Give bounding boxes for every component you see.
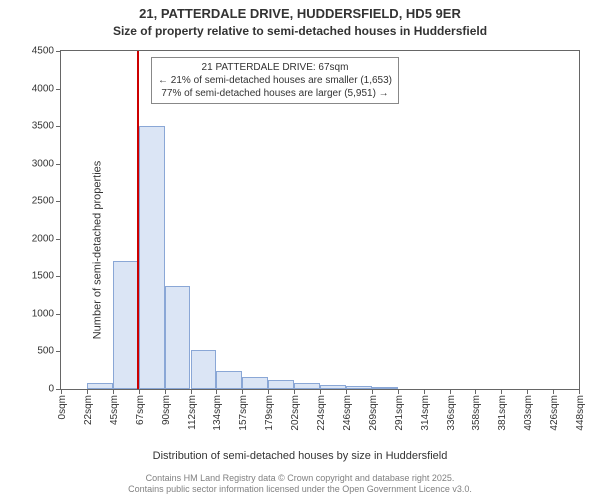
xtick-line bbox=[87, 389, 88, 394]
ytick-line bbox=[56, 239, 61, 240]
page-title: 21, PATTERDALE DRIVE, HUDDERSFIELD, HD5 … bbox=[0, 6, 600, 21]
bar bbox=[191, 350, 217, 389]
xtick-label: 246sqm bbox=[342, 395, 353, 431]
bar bbox=[346, 386, 372, 389]
ytick-label: 1500 bbox=[32, 271, 54, 282]
xtick-label: 0sqm bbox=[57, 395, 68, 419]
ytick-label: 4000 bbox=[32, 83, 54, 94]
xtick-label: 381sqm bbox=[497, 395, 508, 431]
xtick-label: 67sqm bbox=[135, 395, 146, 425]
bar bbox=[139, 126, 165, 389]
ytick-line bbox=[56, 276, 61, 277]
xtick-label: 179sqm bbox=[264, 395, 275, 431]
xtick-line bbox=[165, 389, 166, 394]
bar bbox=[216, 371, 242, 389]
xtick-label: 358sqm bbox=[471, 395, 482, 431]
xtick-line bbox=[475, 389, 476, 394]
page-subtitle: Size of property relative to semi-detach… bbox=[0, 24, 600, 38]
annotation-box: 21 PATTERDALE DRIVE: 67sqm ← 21% of semi… bbox=[151, 57, 399, 104]
ytick-line bbox=[56, 51, 61, 52]
xtick-label: 202sqm bbox=[290, 395, 301, 431]
xtick-line bbox=[527, 389, 528, 394]
xtick-label: 224sqm bbox=[316, 395, 327, 431]
xtick-label: 90sqm bbox=[161, 395, 172, 425]
ytick-line bbox=[56, 164, 61, 165]
bar bbox=[242, 377, 268, 389]
xtick-line bbox=[398, 389, 399, 394]
bar bbox=[294, 383, 320, 389]
bar bbox=[87, 383, 113, 389]
xtick-label: 112sqm bbox=[187, 395, 198, 430]
xtick-label: 314sqm bbox=[420, 395, 431, 431]
xtick-line bbox=[191, 389, 192, 394]
bar bbox=[113, 261, 139, 389]
ytick-line bbox=[56, 126, 61, 127]
xtick-label: 22sqm bbox=[83, 395, 94, 425]
annotation-line1: 21 PATTERDALE DRIVE: 67sqm bbox=[158, 61, 392, 74]
x-axis-label: Distribution of semi-detached houses by … bbox=[0, 450, 600, 462]
xtick-label: 403sqm bbox=[523, 395, 534, 431]
bar bbox=[268, 380, 294, 389]
xtick-line bbox=[242, 389, 243, 394]
ytick-label: 500 bbox=[37, 346, 54, 357]
bar bbox=[165, 286, 191, 389]
xtick-label: 426sqm bbox=[549, 395, 560, 431]
chart-container: 21, PATTERDALE DRIVE, HUDDERSFIELD, HD5 … bbox=[0, 0, 600, 500]
footer-line1: Contains HM Land Registry data © Crown c… bbox=[0, 473, 600, 485]
ytick-label: 2500 bbox=[32, 196, 54, 207]
xtick-label: 448sqm bbox=[575, 395, 586, 431]
ytick-label: 1000 bbox=[32, 308, 54, 319]
footer-line2: Contains public sector information licen… bbox=[0, 484, 600, 496]
ytick-label: 3500 bbox=[32, 121, 54, 132]
xtick-line bbox=[372, 389, 373, 394]
xtick-label: 336sqm bbox=[446, 395, 457, 431]
xtick-line bbox=[346, 389, 347, 394]
ytick-label: 3000 bbox=[32, 158, 54, 169]
xtick-line bbox=[501, 389, 502, 394]
marker-line bbox=[137, 51, 139, 389]
xtick-line bbox=[320, 389, 321, 394]
xtick-label: 291sqm bbox=[394, 395, 405, 431]
ytick-line bbox=[56, 201, 61, 202]
bar bbox=[320, 385, 346, 390]
xtick-line bbox=[450, 389, 451, 394]
xtick-line bbox=[424, 389, 425, 394]
ytick-line bbox=[56, 89, 61, 90]
ytick-label: 2000 bbox=[32, 233, 54, 244]
xtick-line bbox=[553, 389, 554, 394]
xtick-line bbox=[268, 389, 269, 394]
xtick-label: 134sqm bbox=[212, 395, 223, 431]
ytick-label: 4500 bbox=[32, 46, 54, 57]
plot-area: 050010001500200025003000350040004500 0sq… bbox=[60, 50, 580, 390]
xtick-line bbox=[113, 389, 114, 394]
annotation-line2: ← 21% of semi-detached houses are smalle… bbox=[158, 74, 392, 87]
xtick-label: 269sqm bbox=[368, 395, 379, 431]
bar bbox=[372, 387, 398, 389]
xtick-line bbox=[61, 389, 62, 394]
xtick-line bbox=[216, 389, 217, 394]
annotation-line3: 77% of semi-detached houses are larger (… bbox=[158, 87, 392, 100]
ytick-line bbox=[56, 314, 61, 315]
ytick-line bbox=[56, 351, 61, 352]
xtick-line bbox=[294, 389, 295, 394]
footer: Contains HM Land Registry data © Crown c… bbox=[0, 473, 600, 496]
xtick-label: 45sqm bbox=[109, 395, 120, 425]
xtick-line bbox=[579, 389, 580, 394]
xtick-line bbox=[139, 389, 140, 394]
xtick-label: 157sqm bbox=[238, 395, 249, 431]
ytick-label: 0 bbox=[48, 384, 54, 395]
